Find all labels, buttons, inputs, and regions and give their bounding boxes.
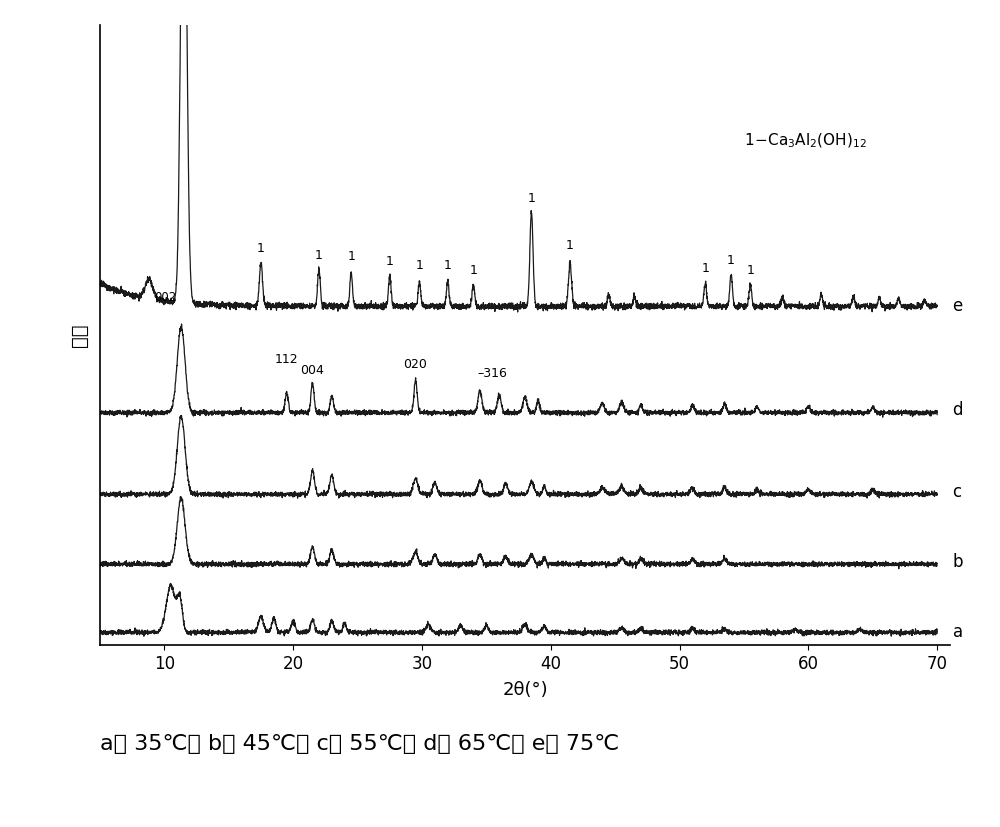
Text: 112: 112 (275, 352, 299, 366)
Text: 020: 020 (404, 358, 427, 371)
Y-axis label: 强度: 强度 (70, 323, 89, 347)
Text: 1: 1 (347, 250, 355, 263)
Text: 1: 1 (386, 255, 394, 267)
Text: d: d (953, 401, 963, 419)
Text: $1\!-\!\mathrm{Ca_3Al_2(OH)_{12}}$: $1\!-\!\mathrm{Ca_3Al_2(OH)_{12}}$ (744, 132, 867, 151)
Text: 1: 1 (444, 259, 452, 271)
Text: 1: 1 (701, 262, 709, 275)
Text: e: e (953, 297, 963, 314)
Text: 004: 004 (301, 364, 324, 377)
Text: 1: 1 (415, 259, 423, 272)
Text: a、 35℃； b、 45℃； c、 55℃； d、 65℃； e、 75℃: a、 35℃； b、 45℃； c、 55℃； d、 65℃； e、 75℃ (100, 734, 619, 754)
Text: 1: 1 (746, 264, 754, 277)
Text: b: b (953, 552, 963, 571)
Text: 1: 1 (315, 249, 323, 261)
Text: a: a (953, 623, 963, 641)
Text: 1: 1 (257, 241, 265, 255)
Text: c: c (953, 483, 962, 501)
Text: 1: 1 (566, 239, 574, 251)
Text: –316: –316 (478, 367, 508, 380)
X-axis label: 2θ(°): 2θ(°) (502, 681, 548, 699)
Text: 1: 1 (470, 264, 477, 277)
Text: 1: 1 (528, 193, 535, 205)
Text: 002: 002 (154, 291, 176, 304)
Text: 1: 1 (727, 254, 735, 267)
